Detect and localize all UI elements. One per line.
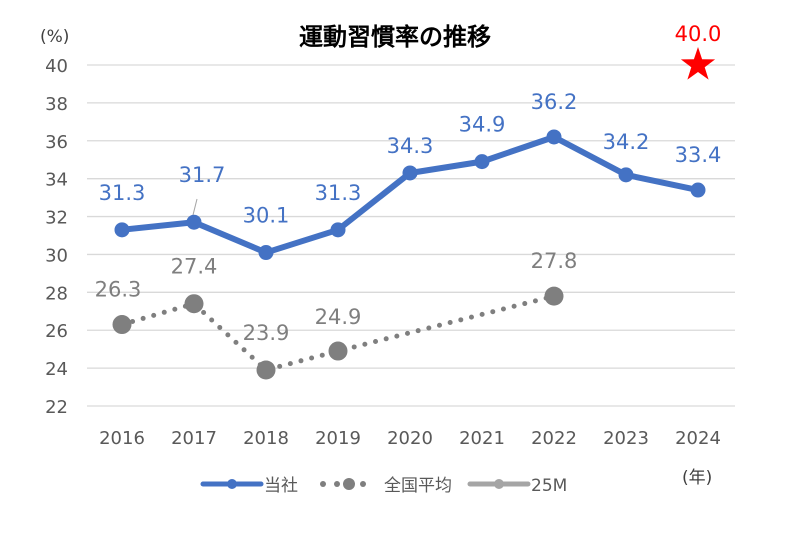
national-average-data-label: 24.9 (315, 305, 362, 329)
x-tick-label: 2023 (603, 428, 649, 449)
legend-label: 当社 (264, 476, 298, 496)
company-data-label: 34.2 (603, 130, 650, 154)
company-data-label: 31.7 (179, 163, 226, 187)
y-tick-label: 24 (45, 359, 68, 380)
company-data-label: 34.9 (459, 113, 506, 137)
x-tick-label: 2019 (315, 428, 361, 449)
company-data-label: 33.4 (675, 143, 722, 167)
x-tick-label: 2016 (99, 428, 145, 449)
company-data-label: 36.2 (531, 90, 578, 114)
legend-marker (494, 479, 504, 489)
chart-title: 運動習慣率の推移 (299, 23, 491, 51)
company-point (330, 222, 346, 238)
x-tick-label: 2022 (531, 428, 577, 449)
x-tick-label: 2017 (171, 428, 217, 449)
legend-marker (320, 481, 326, 487)
y-tick-label: 40 (45, 56, 68, 77)
y-axis-unit: (%) (40, 27, 69, 47)
y-tick-label: 28 (45, 283, 68, 304)
leader-line (192, 198, 198, 216)
x-tick-label: 2018 (243, 428, 289, 449)
national-average-data-label: 27.4 (171, 255, 218, 279)
company-data-label: 31.3 (99, 181, 146, 205)
company-data-label: 34.3 (387, 134, 434, 158)
x-tick-label: 2021 (459, 428, 505, 449)
national-average-point (544, 286, 564, 306)
legend-marker (227, 479, 237, 489)
company-point (186, 214, 202, 230)
national-average-data-label: 23.9 (243, 321, 290, 345)
national-average-point (112, 315, 132, 335)
national-average-data-label: 26.3 (95, 278, 142, 302)
company-point (258, 245, 274, 261)
x-tick-label: 2020 (387, 428, 433, 449)
legend-marker (334, 481, 340, 487)
legend-marker (343, 478, 355, 490)
company-point (546, 129, 562, 145)
legend-marker (360, 481, 366, 487)
company-data-label: 30.1 (243, 204, 290, 228)
y-tick-label: 38 (45, 94, 68, 115)
national-average-point (328, 341, 348, 361)
company-point (618, 167, 634, 183)
y-tick-label: 36 (45, 132, 68, 153)
y-tick-label: 34 (45, 170, 68, 191)
x-tick-label: 2024 (675, 428, 721, 449)
legend-label: 25M (531, 476, 567, 496)
target-data-label: 40.0 (675, 22, 722, 46)
y-tick-label: 32 (45, 208, 68, 229)
national-average-point (184, 294, 204, 314)
company-point (402, 165, 418, 181)
company-point (690, 182, 706, 198)
national-average-point (256, 360, 276, 380)
company-point (114, 222, 130, 238)
legend-item: 当社 (200, 476, 298, 496)
y-tick-label: 22 (45, 397, 68, 418)
y-tick-label: 30 (45, 245, 68, 266)
y-tick-label: 26 (45, 321, 68, 342)
legend-item: 全国平均 (320, 476, 452, 496)
company-point (474, 154, 490, 170)
national-average-data-label: 27.8 (531, 249, 578, 273)
legend-label: 全国平均 (384, 476, 452, 496)
legend-item: 25M (467, 476, 567, 496)
x-axis-unit: (年) (682, 468, 712, 488)
company-data-label: 31.3 (315, 181, 362, 205)
star-icon (680, 47, 716, 80)
